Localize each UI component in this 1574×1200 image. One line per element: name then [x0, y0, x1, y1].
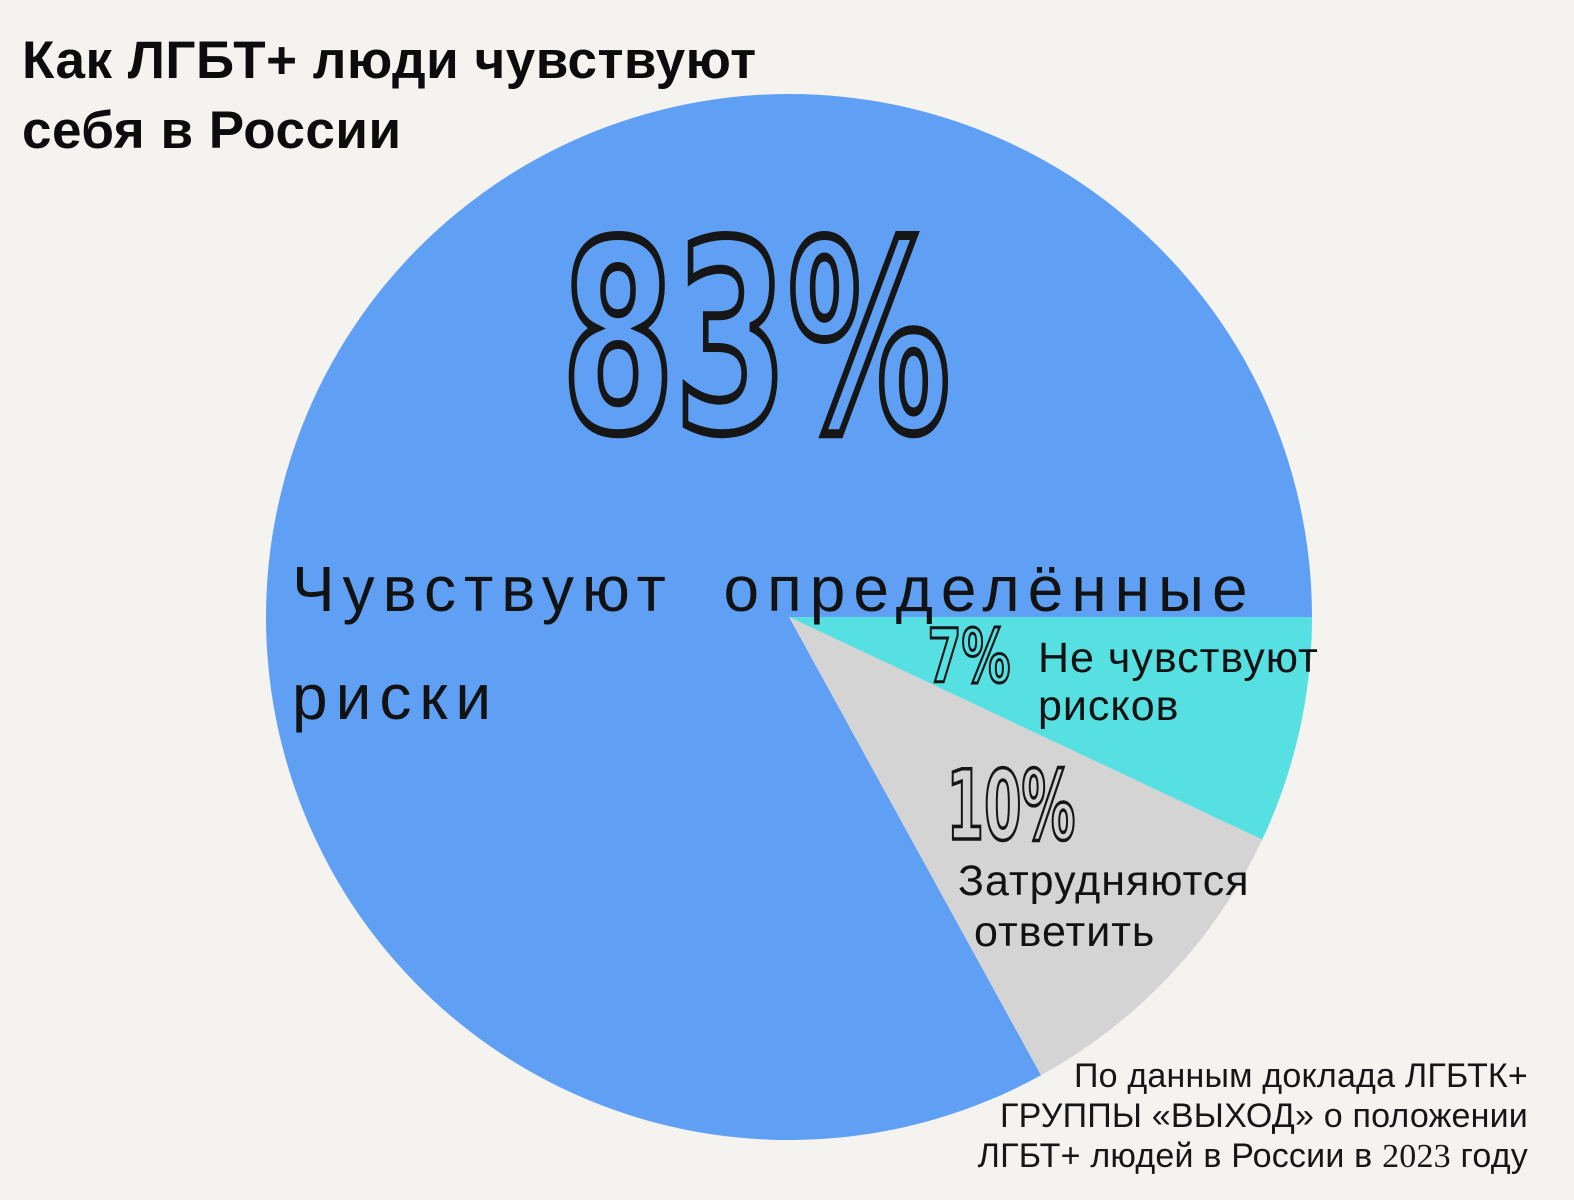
source-note-line3-prefix: ЛГБТ+ людей в России в [977, 1137, 1383, 1175]
slice-7-label-line2: рисков [1038, 682, 1180, 730]
slice-10-label-line1: Затрудняются [958, 857, 1250, 905]
source-note-line1: По данным доклада ЛГБТК+ [1073, 1057, 1528, 1095]
slice-10-label: Затрудняются ответить [958, 856, 1250, 958]
slice-83-label: Чувствуют определённые риски [292, 535, 1256, 751]
chart-title-line1: Как ЛГБТ+ люди чувствуют [22, 31, 757, 90]
slice-10-label-line2: ответить [974, 908, 1156, 956]
slice-7-percent-label: 7% [927, 614, 1012, 700]
pie-slice [266, 94, 1312, 1141]
source-note-line2: ГРУППЫ «ВЫХОД» о положении [1000, 1097, 1528, 1135]
source-note: По данным доклада ЛГБТК+ ГРУППЫ «ВЫХОД» … [978, 1056, 1528, 1177]
source-note-line3: ЛГБТ+ людей в России в 2023 году [978, 1136, 1528, 1177]
source-note-year: 2023 [1382, 1138, 1451, 1175]
slice-83-label-line2: риски [292, 661, 500, 733]
pie-slice [789, 617, 1312, 840]
chart-title: Как ЛГБТ+ люди чувствуют себя в России [22, 26, 757, 166]
slice-10-percent-label: 10% [946, 750, 1077, 862]
slice-7-label-line1: Не чувствуют [1038, 634, 1319, 682]
slice-83-percent-label: 83% [559, 187, 953, 492]
source-note-line3-suffix: году [1450, 1137, 1528, 1175]
chart-title-line2: себя в России [22, 100, 402, 160]
slice-7-label: Не чувствуют рисков [1038, 634, 1319, 730]
slice-83-label-line1: Чувствуют определённые [292, 553, 1256, 625]
pie-slice [789, 617, 1263, 1076]
